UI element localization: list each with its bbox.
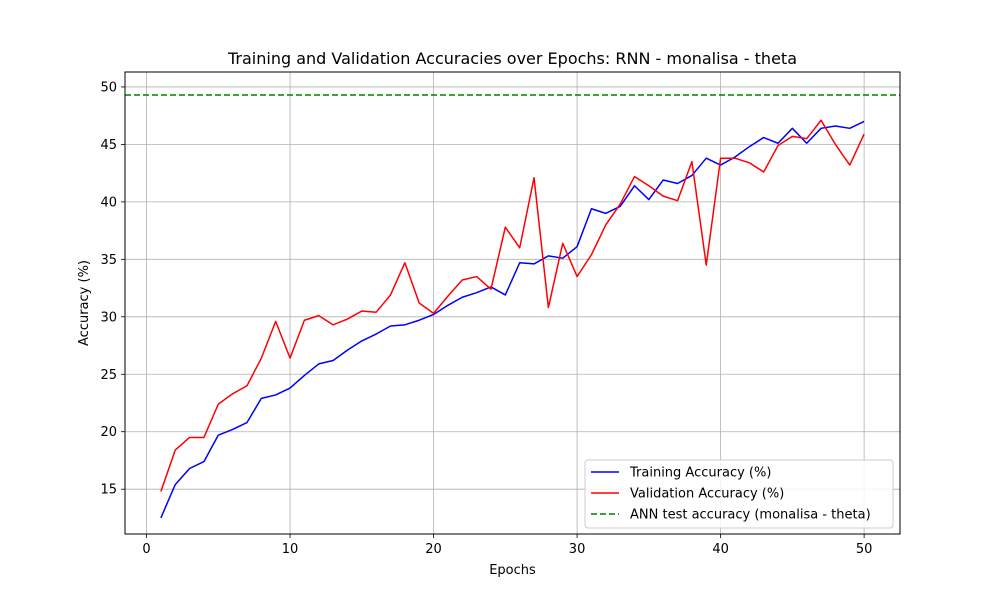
chart-title: Training and Validation Accuracies over …: [227, 49, 797, 68]
y-tick-label: 50: [100, 80, 117, 95]
y-tick-label: 40: [100, 195, 117, 210]
y-tick-label: 35: [100, 253, 117, 268]
x-tick-label: 30: [569, 542, 586, 557]
validation-accuracy-line: [160, 119, 865, 492]
x-tick-label: 0: [142, 542, 150, 557]
training-accuracy-line: [160, 120, 865, 519]
plot-frame: [124, 71, 901, 535]
x-tick-label: 50: [856, 542, 873, 557]
legend-label-ann-test-accuracy-monalisa-theta: ANN test accuracy (monalisa - theta): [630, 508, 871, 523]
legend-box: [584, 459, 894, 529]
series-layer: [125, 94, 900, 519]
grid-layer: [125, 72, 900, 534]
y-tick-label: 20: [100, 425, 117, 440]
x-tick-label: 10: [282, 542, 299, 557]
y-tick-label: 30: [100, 310, 117, 325]
ticks-layer: 0 10 20 30 40 50 15 20 25 30 35 40 45 50: [100, 80, 872, 557]
x-axis-label: Epochs: [489, 563, 536, 578]
x-tick-label: 20: [425, 542, 442, 557]
y-axis-label: Accuracy (%): [77, 260, 92, 346]
x-tick-label: 40: [712, 542, 729, 557]
y-tick-label: 45: [100, 138, 117, 153]
legend-label-training-accuracy: Training Accuracy (%): [629, 466, 771, 481]
legend: Training Accuracy (%) Validation Accuracy…: [584, 459, 894, 529]
y-tick-label: 25: [100, 368, 117, 383]
y-tick-label: 15: [100, 483, 117, 498]
legend-label-validation-accuracy: Validation Accuracy (%): [630, 487, 784, 502]
